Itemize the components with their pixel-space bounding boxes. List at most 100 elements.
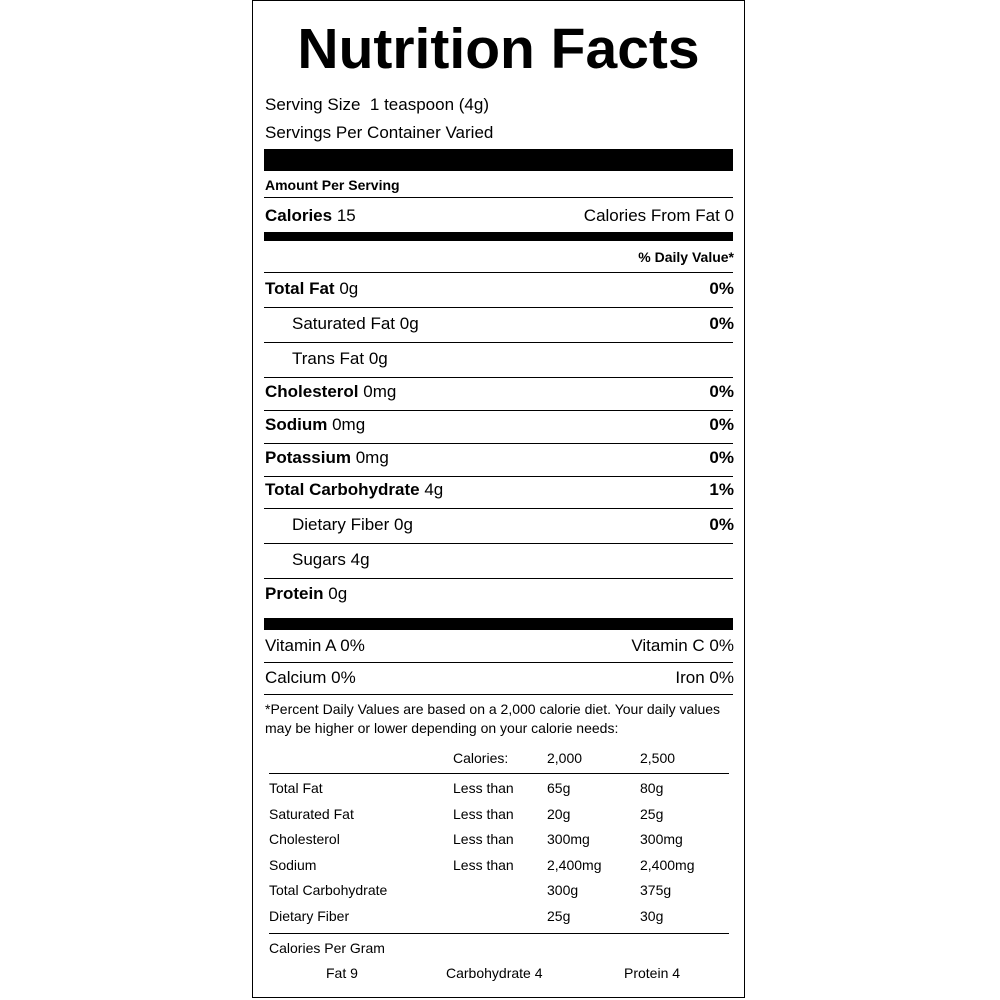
nutrient-name: Protein [265, 584, 324, 603]
table-value: 65g [547, 780, 571, 796]
table-limit: Less than [453, 831, 514, 847]
rule [264, 377, 733, 378]
table-header: Calories: [453, 750, 509, 766]
nutrient-name: Total Carbohydrate [265, 480, 420, 499]
rule [269, 773, 729, 774]
table-nutrient: Total Carbohydrate [269, 882, 388, 898]
nutrient-amount: 0g [368, 349, 388, 368]
nutrient-name: Sugars [292, 550, 346, 569]
thick-rule [264, 618, 733, 630]
calories-per-gram-item: Fat 9 [326, 965, 358, 981]
rule [269, 933, 729, 934]
nutrition-label: Nutrition Facts Serving Size 1 teaspoon … [252, 0, 745, 998]
daily-value: 0% [709, 415, 734, 434]
mineral: Calcium 0% [265, 668, 356, 687]
table-limit: Less than [453, 780, 514, 796]
rule [264, 578, 733, 579]
nutrient-row: Sodium 0mg [265, 415, 365, 435]
rule [264, 410, 733, 411]
calories-per-gram-item: Protein 4 [624, 965, 681, 981]
rule [264, 342, 733, 343]
table-value: 20g [547, 806, 571, 822]
serving-size-label: Serving Size [265, 95, 361, 114]
table-nutrient: Total Fat [269, 780, 323, 796]
nutrient-row: Trans Fat 0g [292, 349, 388, 369]
daily-value: 0% [709, 279, 734, 298]
amount-per-serving: Amount Per Serving [265, 177, 400, 193]
serving-size-value: 1 teaspoon (4g) [369, 95, 489, 114]
rule [264, 272, 733, 273]
daily-value-header: % Daily Value* [638, 249, 734, 265]
table-value: 25g [640, 806, 664, 822]
table-value: 25g [547, 908, 571, 924]
table-value: 375g [640, 882, 672, 898]
nutrient-row: Dietary Fiber 0g [292, 515, 413, 535]
table-nutrient: Dietary Fiber [269, 908, 350, 924]
nutrient-row: Saturated Fat 0g [292, 314, 419, 334]
medium-rule [264, 232, 733, 241]
nutrient-row: Sugars 4g [292, 550, 370, 570]
nutrient-name: Dietary Fiber [292, 515, 390, 534]
nutrient-row: Total Carbohydrate 4g [265, 480, 443, 500]
table-header: 2,000 [547, 750, 583, 766]
rule [264, 508, 733, 509]
nutrient-row: Total Fat 0g [265, 279, 358, 299]
nutrient-amount: 0mg [355, 448, 389, 467]
table-value: 2,400mg [547, 857, 602, 873]
nutrient-amount: 0g [339, 279, 359, 298]
nutrient-name: Potassium [265, 448, 351, 467]
daily-value: 0% [709, 448, 734, 467]
vitamin: Vitamin C 0% [631, 636, 734, 655]
rule [264, 662, 733, 663]
nutrient-name: Sodium [265, 415, 328, 434]
calories-from-fat: Calories From Fat 0 [583, 206, 734, 225]
rule [264, 543, 733, 544]
rule [264, 197, 733, 198]
vitamin: Vitamin A 0% [265, 636, 365, 655]
nutrient-amount: 4g [424, 480, 444, 499]
nutrient-amount: 0mg [332, 415, 366, 434]
mineral: Iron 0% [675, 668, 734, 687]
nutrient-row: Protein 0g [265, 584, 347, 604]
title: Nutrition Facts [297, 17, 700, 81]
daily-value: 0% [709, 515, 734, 534]
calories-per-gram-item: Carbohydrate 4 [446, 965, 543, 981]
table-nutrient: Saturated Fat [269, 806, 354, 822]
nutrient-name: Trans Fat [292, 349, 365, 368]
nutrient-amount: 0g [394, 515, 413, 534]
calories-label: Calories [265, 206, 333, 225]
calories-value: 15 [336, 206, 356, 225]
table-value: 2,400mg [640, 857, 695, 873]
table-value: 300mg [640, 831, 683, 847]
daily-value: 0% [709, 382, 734, 401]
table-header: 2,500 [640, 750, 676, 766]
table-nutrient: Sodium [269, 857, 317, 873]
rule [264, 443, 733, 444]
rule [264, 307, 733, 308]
nutrient-amount: 4g [350, 550, 370, 569]
nutrient-amount: 0g [328, 584, 348, 603]
nutrient-row: Cholesterol 0mg [265, 382, 396, 402]
table-value: 300g [547, 882, 579, 898]
rule [264, 694, 733, 695]
nutrient-name: Saturated Fat [292, 314, 396, 333]
nutrient-name: Total Fat [265, 279, 335, 298]
nutrient-amount: 0g [399, 314, 419, 333]
serving-size: Serving Size 1 teaspoon (4g) [265, 95, 489, 115]
calories-per-gram-label: Calories Per Gram [269, 940, 385, 956]
table-limit: Less than [453, 806, 514, 822]
daily-value: 1% [709, 480, 734, 499]
rule [264, 476, 733, 477]
table-value: 300mg [547, 831, 590, 847]
servings-per-container: Servings Per Container Varied [265, 123, 494, 142]
footnote: *Percent Daily Values are based on a 2,0… [265, 701, 721, 736]
nutrient-row: Potassium 0mg [265, 448, 389, 468]
nutrient-amount: 0mg [363, 382, 397, 401]
table-nutrient: Cholesterol [269, 831, 340, 847]
nutrient-name: Cholesterol [265, 382, 359, 401]
table-value: 80g [640, 780, 664, 796]
table-value: 30g [640, 908, 664, 924]
daily-value: 0% [709, 314, 734, 333]
thick-rule [264, 149, 733, 171]
